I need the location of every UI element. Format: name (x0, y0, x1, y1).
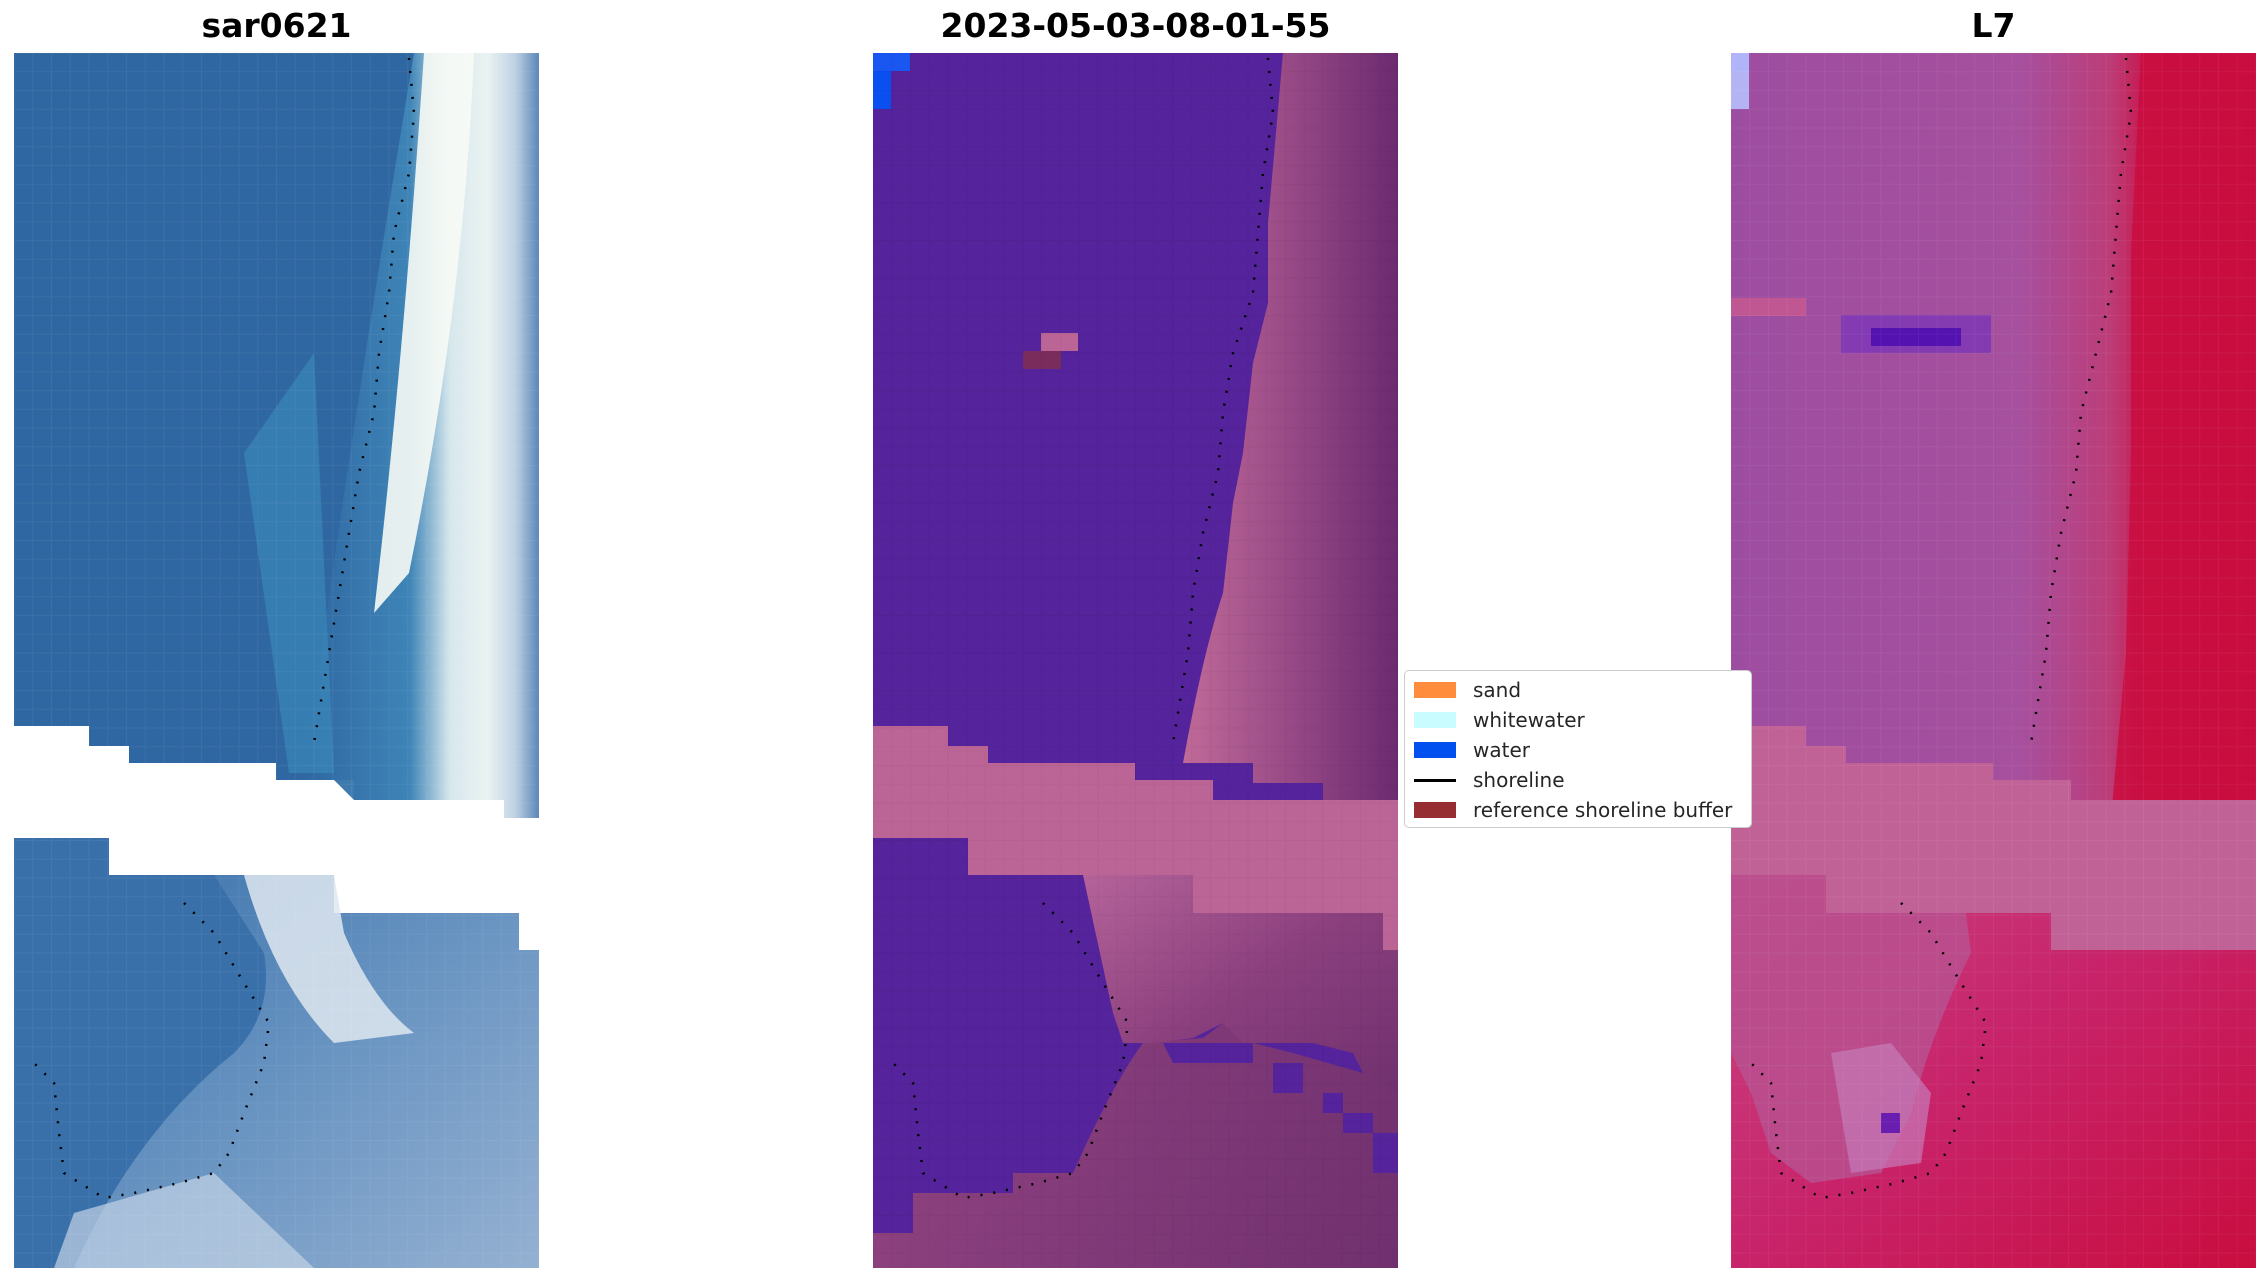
legend-item-reference-buffer: reference shoreline buffer (1414, 795, 1751, 825)
legend: sand whitewater water shoreline referenc… (1404, 670, 1752, 828)
legend-item-shoreline: shoreline (1414, 765, 1751, 795)
panel-title-classified: 2023-05-03-08-01-55 (940, 6, 1331, 45)
whitewater-swatch (1414, 712, 1456, 728)
legend-label: sand (1473, 678, 1522, 702)
rgb-satellite-image (14, 53, 539, 1268)
water-swatch (1414, 742, 1456, 758)
shoreline-line-swatch (1414, 778, 1456, 782)
reference-buffer-swatch (1414, 802, 1456, 818)
index-image-panel (1731, 53, 2256, 1268)
rgb-image-panel (14, 53, 539, 1268)
sand-swatch (1414, 682, 1456, 698)
legend-label: reference shoreline buffer (1473, 798, 1733, 822)
legend-label: water (1473, 738, 1530, 762)
classified-image (873, 53, 1398, 1268)
legend-label: shoreline (1473, 768, 1565, 792)
legend-item-water: water (1414, 735, 1751, 765)
panel-title-index: L7 (1971, 6, 2016, 45)
index-image (1731, 53, 2256, 1268)
legend-item-sand: sand (1414, 675, 1751, 705)
panel-title-rgb: sar0621 (201, 6, 352, 45)
legend-label: whitewater (1473, 708, 1585, 732)
legend-item-whitewater: whitewater (1414, 705, 1751, 735)
classified-image-panel (873, 53, 1398, 1268)
